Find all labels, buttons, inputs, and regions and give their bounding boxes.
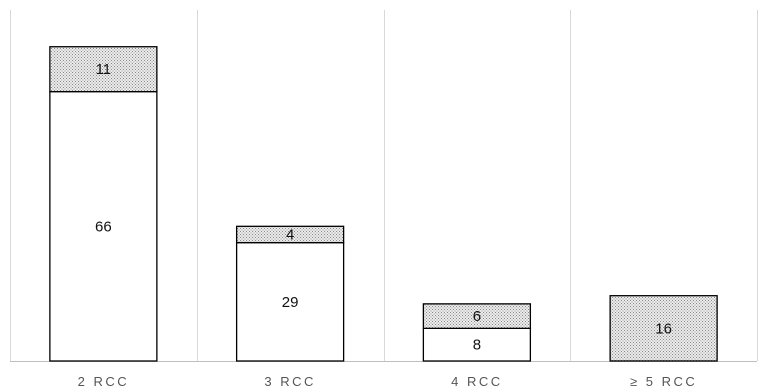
bar-segment	[609, 295, 718, 362]
bar-segment	[422, 303, 532, 329]
segment-label-group: 66 11 29 4 8 6 16	[95, 61, 672, 353]
x-tick-label: 2 RCC	[78, 374, 130, 389]
x-tick-label: ≥ 5 RCC	[630, 374, 697, 389]
bar-segment	[49, 90, 158, 362]
bar-value-label: 11	[96, 61, 112, 78]
bar-segment	[422, 327, 532, 362]
bar-value-label: 29	[282, 294, 299, 311]
bar-value-label: 66	[95, 218, 112, 235]
category-separators	[10, 10, 758, 361]
bar-value-label: 4	[286, 226, 294, 243]
bar-segment	[235, 241, 345, 362]
bar-value-label: 16	[655, 320, 672, 337]
bar-segment	[235, 225, 345, 244]
bar-segment	[49, 46, 158, 93]
bar-group	[49, 46, 718, 362]
x-tick-label: 4 RCC	[451, 374, 503, 389]
bar-value-label: 6	[473, 308, 481, 325]
x-tick-label: 3 RCC	[264, 374, 316, 389]
bar-value-label: 8	[473, 337, 481, 354]
x-tick-label-group: 2 RCC 3 RCC 4 RCC ≥ 5 RCC	[78, 374, 697, 389]
